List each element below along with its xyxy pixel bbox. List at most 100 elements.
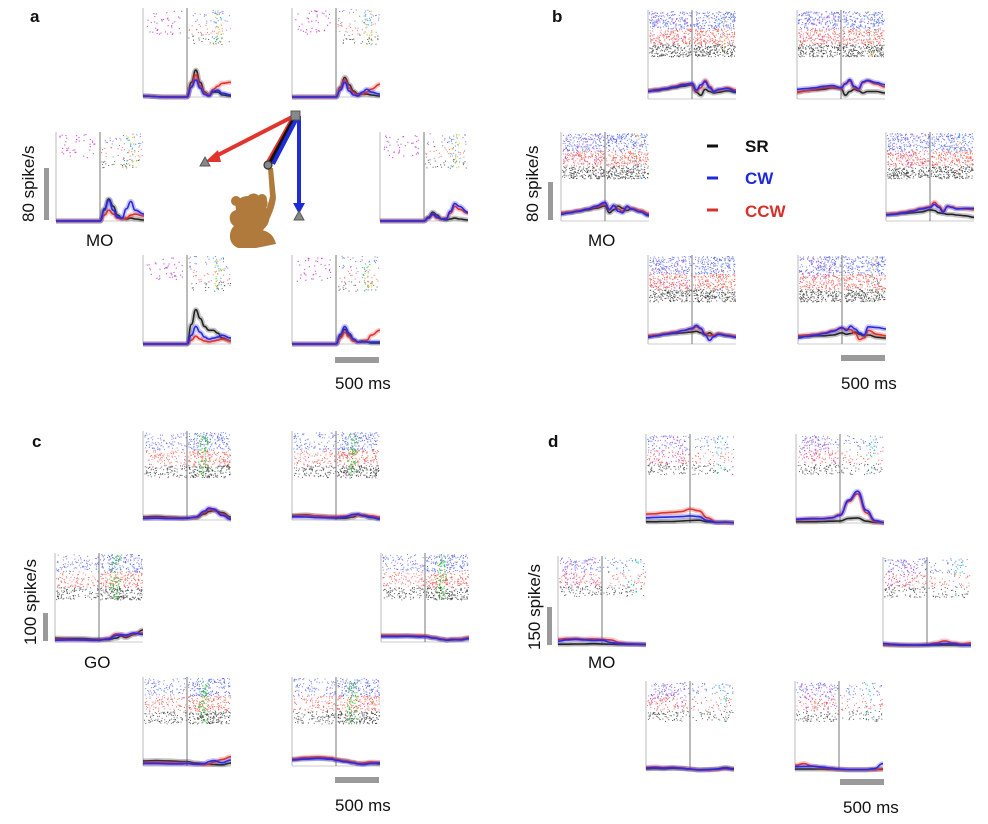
raster-spike xyxy=(368,42,370,44)
raster-spike xyxy=(831,11,833,13)
raster-spike xyxy=(866,40,868,42)
raster-spike xyxy=(680,16,682,18)
raster-spike xyxy=(608,171,610,173)
raster-spike xyxy=(101,152,103,154)
raster-spike xyxy=(890,153,892,155)
raster-spike xyxy=(860,20,862,22)
raster-spike xyxy=(597,153,599,155)
raster-spike xyxy=(890,152,892,153)
raster-spike xyxy=(167,265,169,267)
raster-spike xyxy=(596,135,598,137)
raster-spike xyxy=(373,274,375,276)
raster-spike xyxy=(707,16,709,18)
raster-spike xyxy=(636,166,638,168)
raster-spike xyxy=(915,143,917,145)
raster-spike xyxy=(920,142,921,143)
raster-spike xyxy=(672,56,674,58)
raster-spike xyxy=(455,156,457,158)
raster-spike xyxy=(867,49,870,51)
raster-spike xyxy=(858,46,860,48)
raster-spike xyxy=(126,167,128,169)
raster-spike xyxy=(893,149,895,151)
raster-spike xyxy=(689,41,691,42)
raster-spike xyxy=(659,43,661,45)
raster-spike xyxy=(677,30,678,31)
raster-spike xyxy=(733,25,735,27)
raster-spike xyxy=(582,176,583,178)
raster-spike xyxy=(633,158,635,160)
raster-spike xyxy=(396,141,398,143)
raster-spike xyxy=(222,290,224,291)
raster-spike xyxy=(902,155,904,157)
raster-spike xyxy=(864,50,866,52)
raster-spike xyxy=(215,43,217,45)
raster-spike xyxy=(943,150,945,152)
raster-spike xyxy=(598,168,600,170)
raster-spike xyxy=(875,48,877,50)
raster-spike xyxy=(189,265,191,267)
raster-spike xyxy=(696,51,698,53)
raster-spike xyxy=(355,9,357,11)
raster-spike xyxy=(696,17,697,19)
raster-spike xyxy=(837,52,838,54)
raster-spike xyxy=(159,277,161,279)
raster-spike xyxy=(132,165,134,167)
raster-spike xyxy=(881,11,883,13)
raster-spike xyxy=(964,148,966,150)
raster-spike xyxy=(647,165,649,167)
raster-spike xyxy=(200,278,202,280)
raster-spike xyxy=(675,27,677,29)
raster-spike xyxy=(197,32,199,34)
raster-spike xyxy=(167,25,169,27)
raster-spike xyxy=(572,137,574,139)
raster-spike xyxy=(685,18,687,20)
raster-spike xyxy=(636,173,638,175)
raster-spike xyxy=(607,177,609,179)
raster-spike xyxy=(720,15,722,17)
raster-spike xyxy=(876,33,878,35)
raster-spike xyxy=(622,152,623,154)
raster-spike xyxy=(813,49,814,51)
raster-spike xyxy=(612,159,614,161)
raster-spike xyxy=(910,161,912,163)
raster-spike xyxy=(451,140,452,142)
raster-spike xyxy=(687,25,689,27)
raster-spike xyxy=(733,46,735,48)
raster-spike xyxy=(574,171,576,173)
raster-spike xyxy=(222,257,224,259)
raster-spike xyxy=(654,55,656,57)
raster-spike xyxy=(817,47,819,49)
raster-spike xyxy=(627,175,629,176)
raster-spike xyxy=(674,32,676,34)
raster-spike xyxy=(868,44,870,46)
raster-spike xyxy=(880,21,882,23)
raster-spike xyxy=(834,54,836,56)
raster-spike xyxy=(686,45,688,47)
raster-spike xyxy=(837,40,839,42)
raster-spike xyxy=(595,152,597,154)
raster-spike xyxy=(564,149,566,150)
raster-spike xyxy=(901,155,903,157)
psth-line-cw xyxy=(796,78,886,91)
raster-spike xyxy=(404,145,406,147)
raster-spike xyxy=(709,24,711,26)
raster-spike xyxy=(198,39,200,41)
raster-spike xyxy=(865,15,867,17)
raster-spike xyxy=(465,143,467,145)
raster-spike xyxy=(657,43,659,45)
raster-spike xyxy=(629,160,631,161)
raster-spike xyxy=(563,170,565,172)
raster-spike xyxy=(813,34,814,36)
raster-spike xyxy=(639,158,641,160)
raster-spike xyxy=(727,38,729,40)
raster-spike xyxy=(812,56,814,58)
raster-spike xyxy=(625,171,627,173)
raster-spike xyxy=(652,46,654,48)
raster-spike xyxy=(962,150,964,152)
raster-spike xyxy=(129,145,132,147)
raster-spike xyxy=(898,139,900,141)
raster-spike xyxy=(195,282,197,284)
raster-spike xyxy=(603,158,605,160)
raster-spike xyxy=(901,157,903,159)
raster-spike xyxy=(297,260,299,262)
